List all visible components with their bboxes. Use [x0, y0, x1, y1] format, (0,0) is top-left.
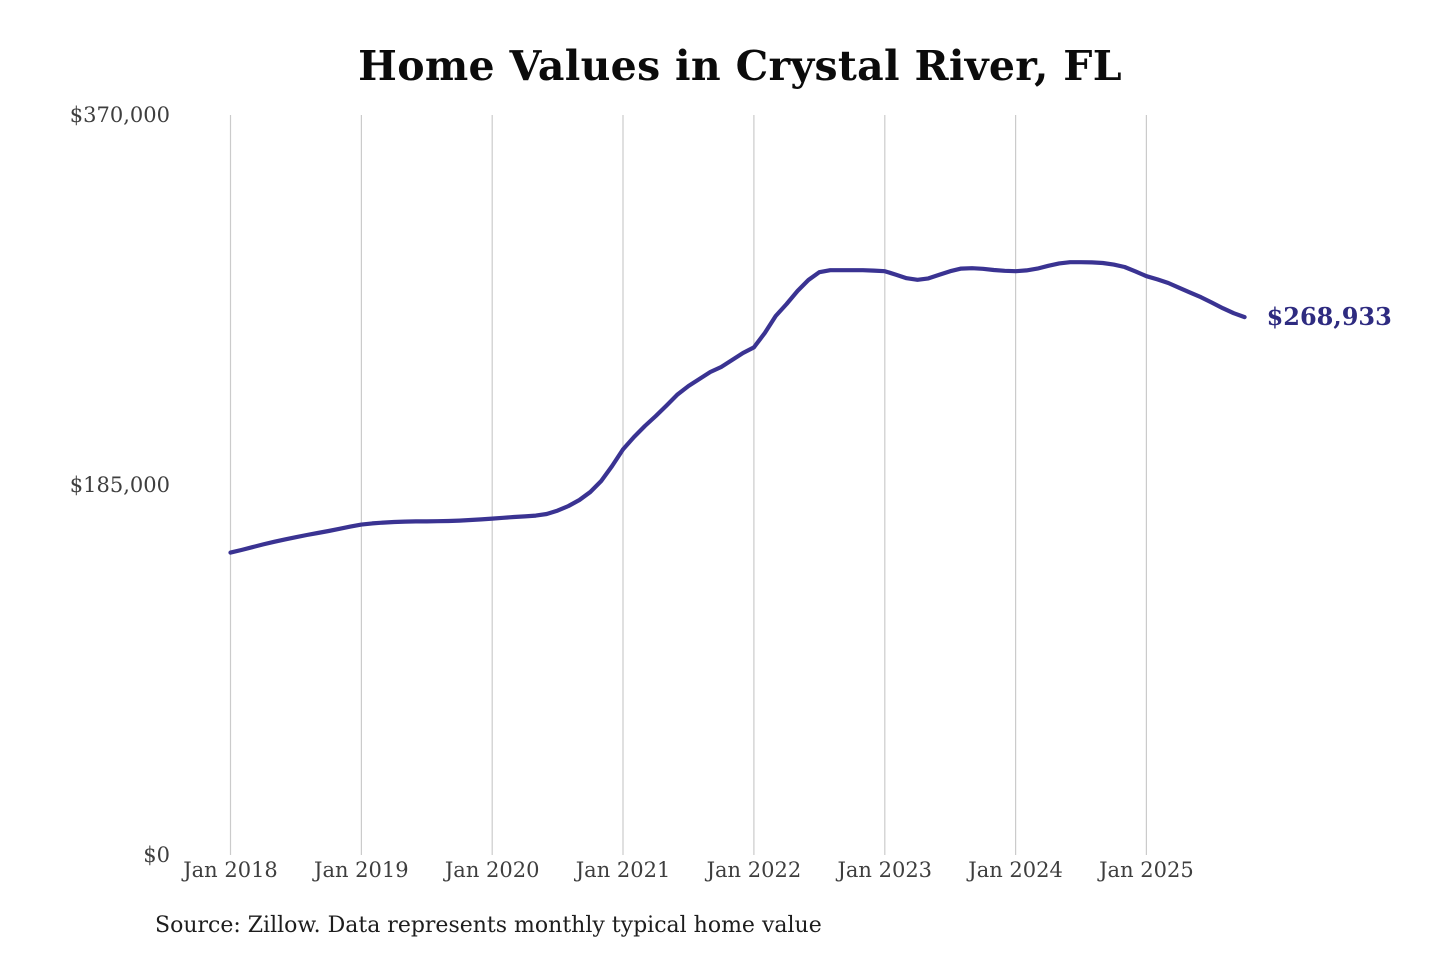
chart-title: Home Values in Crystal River, FL — [358, 42, 1122, 90]
y-tick-label: $0 — [143, 843, 170, 867]
x-tick-label: Jan 2022 — [706, 858, 802, 882]
x-tick-label: Jan 2018 — [183, 858, 278, 882]
x-tick-label: Jan 2019 — [314, 858, 409, 882]
y-tick-label: $370,000 — [69, 103, 170, 127]
x-tick-label: Jan 2020 — [444, 858, 540, 882]
x-tick-label: Jan 2024 — [968, 858, 1063, 882]
current-value-label: $268,933 — [1266, 302, 1392, 332]
x-tick-label: Jan 2021 — [575, 858, 671, 882]
x-tick-label: Jan 2025 — [1099, 858, 1194, 882]
source-note: Source: Zillow. Data represents monthly … — [155, 913, 822, 938]
x-tick-label: Jan 2023 — [837, 858, 933, 882]
y-tick-label: $185,000 — [69, 473, 170, 497]
home-value-line — [228, 260, 1247, 555]
